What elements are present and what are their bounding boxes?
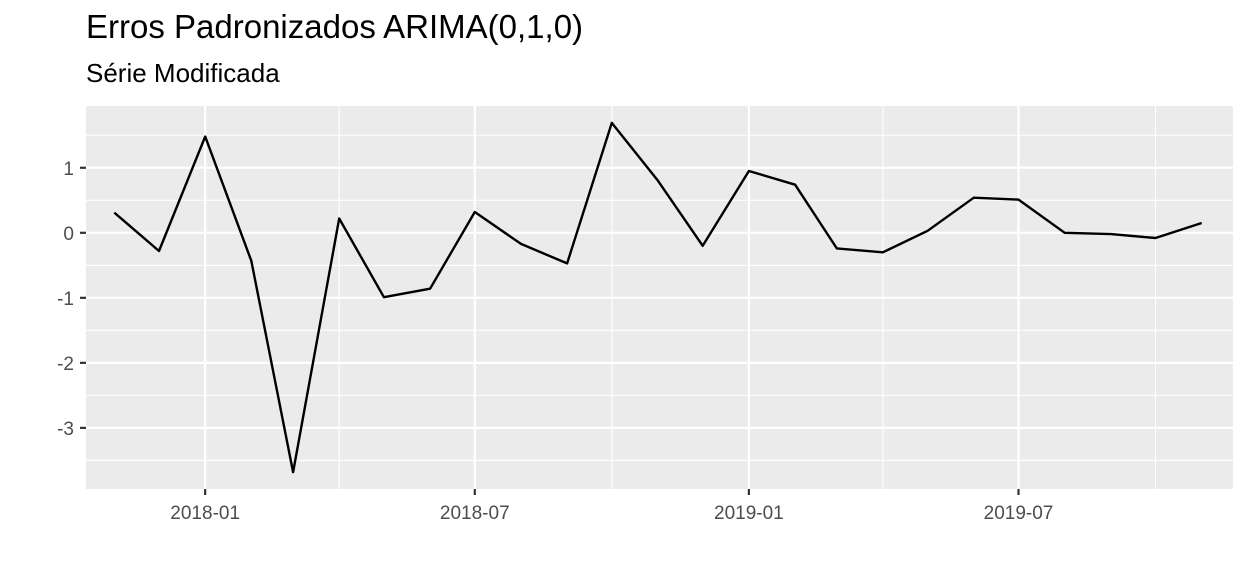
x-tick-label: 2018-01: [170, 503, 240, 524]
series-line: [113, 121, 1203, 474]
x-axis-tick-labels: 2018-01 2018-07 2019-01 2019-07: [170, 503, 1053, 524]
x-tick-label: 2019-01: [714, 503, 784, 524]
y-tick-label: 1: [63, 159, 74, 180]
y-tick-label: -3: [57, 419, 74, 440]
y-axis-tick-labels: -3 -2 -1 0 1: [57, 159, 74, 440]
chart-title: Erros Padronizados ARIMA(0,1,0): [86, 8, 584, 45]
y-tick-label: -1: [57, 289, 74, 310]
axis-ticks: [80, 166, 1020, 495]
x-tick-label: 2019-07: [984, 503, 1054, 524]
x-tick-label: 2018-07: [440, 503, 510, 524]
y-tick-label: -2: [57, 354, 74, 375]
series-layer: [113, 121, 1203, 474]
y-tick-label: 0: [63, 224, 74, 245]
chart-subtitle: Série Modificada: [86, 58, 280, 88]
